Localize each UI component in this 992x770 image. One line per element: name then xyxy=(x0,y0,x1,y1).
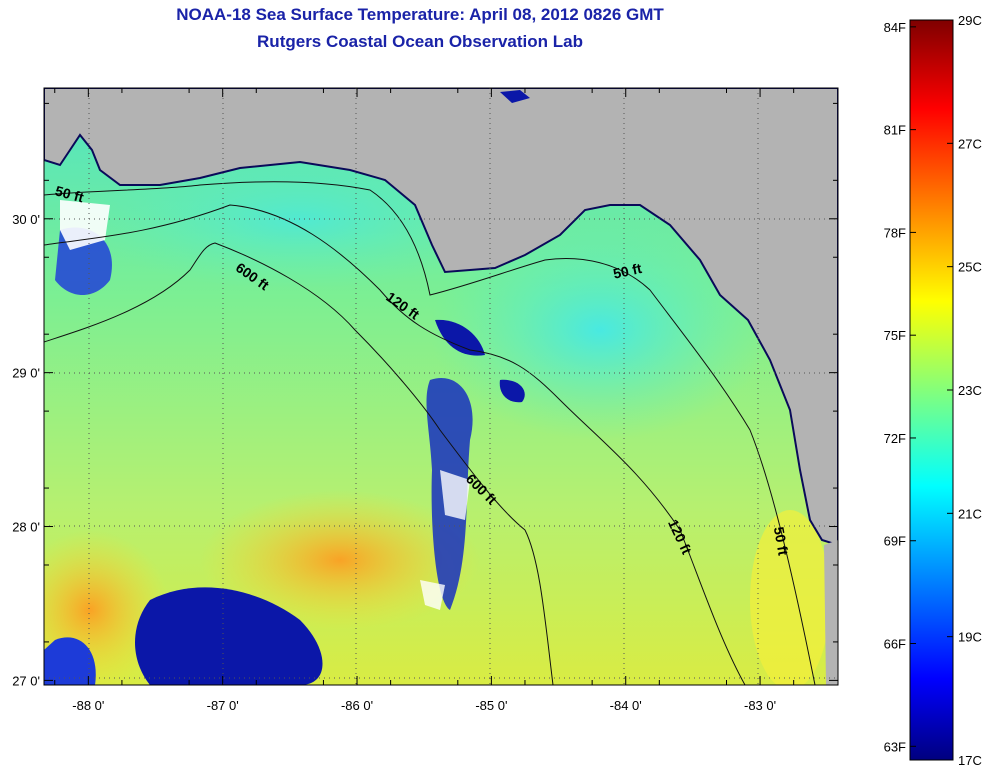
isobath-120ft xyxy=(44,204,746,685)
map-title: NOAA-18 Sea Surface Temperature: April 0… xyxy=(176,5,664,24)
map-frame xyxy=(43,87,839,686)
lon-tick-label: -88 0' xyxy=(72,698,104,713)
lat-tick-label: 29 0' xyxy=(12,366,40,381)
warm-patch-center xyxy=(200,490,480,630)
lon-tick-label: -85 0' xyxy=(475,698,507,713)
colorbar-c-label: 27C xyxy=(958,136,982,151)
colorbar-c-label: 23C xyxy=(958,383,982,398)
colorbar-c-label: 21C xyxy=(958,506,982,521)
isobath-label: 50 ft xyxy=(612,260,644,282)
colorbar-f-label: 72F xyxy=(884,431,906,446)
cloud-mask-small xyxy=(499,379,525,403)
lon-tick-label: -83 0' xyxy=(744,698,776,713)
colorbar-c-label: 25C xyxy=(958,260,982,275)
isobath-label: 50 ft xyxy=(53,182,85,205)
colorbar-f-label: 63F xyxy=(884,739,906,754)
map-axes: -88 0' -87 0' -86 0' -85 0' -84 0' -83 0' 30 0… xyxy=(12,88,838,713)
colorbar-f-label: 81F xyxy=(884,123,906,138)
colorbar-c-label: 29C xyxy=(958,13,982,28)
lat-tick-label: 30 0' xyxy=(12,212,40,227)
land-mass xyxy=(44,88,838,547)
isobath-50ft-west xyxy=(44,181,816,685)
map-subtitle: Rutgers Coastal Ocean Observation Lab xyxy=(257,32,583,51)
island-mark xyxy=(500,90,530,103)
lon-tick-label: -87 0' xyxy=(207,698,239,713)
colorbar-f-label: 84F xyxy=(884,20,906,35)
land-peninsula-south xyxy=(824,540,838,685)
nodata-patch-south xyxy=(420,580,445,610)
colorbar-f-label: 78F xyxy=(884,225,906,240)
lat-tick-label: 28 0' xyxy=(12,520,40,535)
colorbar-f-label: 75F xyxy=(884,328,906,343)
lon-tick-label: -84 0' xyxy=(610,698,642,713)
cloud-mask-apalachicola xyxy=(435,319,485,356)
colorbar-f-label: 66F xyxy=(884,637,906,652)
nodata-patch-central xyxy=(440,470,470,520)
colorbar-c-label: 17C xyxy=(958,753,982,768)
lon-tick-label: -86 0' xyxy=(341,698,373,713)
colorbar-ticks: 29C 27C 25C 23C 21C 19C 17C 84F 81F 78F 75F 72F 69F 6… xyxy=(884,13,982,768)
lat-tick-label: 27 0' xyxy=(12,673,40,688)
colorbar xyxy=(909,19,954,761)
cloud-mask-south xyxy=(135,587,323,685)
isobath-label: 50 ft xyxy=(771,525,792,556)
warm-coastal-strip xyxy=(750,510,830,685)
colorbar-c-label: 19C xyxy=(958,630,982,645)
cloud-mask-southwest xyxy=(44,637,96,685)
isobath-lines xyxy=(44,181,816,685)
colorbar-f-label: 69F xyxy=(884,534,906,549)
isobath-600ft xyxy=(44,242,554,685)
